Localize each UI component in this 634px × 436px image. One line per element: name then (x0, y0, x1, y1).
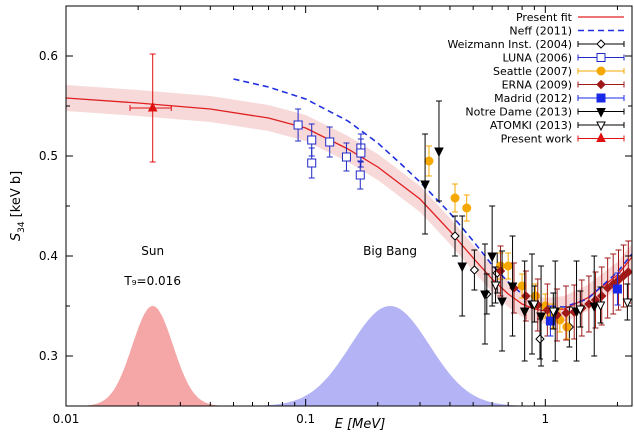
luna-point (356, 148, 366, 158)
gamow-peak-bigbang (231, 306, 549, 406)
seattle-point (424, 156, 434, 166)
notre_dame-point (519, 307, 530, 318)
x-tick-label: 0.1 (296, 412, 315, 426)
erna-point (561, 308, 571, 318)
gamow-peak-sun (71, 306, 235, 406)
weizmann-point (469, 265, 480, 275)
luna-point (341, 152, 351, 162)
erna-point (602, 283, 613, 293)
seattle-point (450, 193, 460, 203)
x-tick-label: 0.01 (53, 412, 80, 426)
y-axis-label-unit: [keV b] (9, 171, 24, 222)
madrid-point (545, 316, 555, 326)
luna-point (307, 135, 317, 145)
erna-point (618, 271, 629, 281)
notre_dame-point (420, 180, 430, 191)
notre_dame-point (507, 282, 518, 293)
annotation-2: Big Bang (363, 244, 417, 258)
y-tick-label: 0.3 (39, 349, 58, 363)
notre_dame-point (487, 252, 497, 263)
notre_dame-point (536, 312, 546, 323)
y-axis-label-sub: 34 (17, 221, 27, 233)
present-fit-line (66, 97, 632, 312)
y-axis-label: S34 [keV b] (9, 171, 27, 241)
luna-point (293, 120, 303, 130)
notre_dame-point (480, 290, 490, 301)
legend-label-madrid: Madrid (2012) (494, 92, 572, 105)
present-point (147, 101, 158, 112)
legend-marker-notre_dame (596, 108, 606, 118)
seattle-point (562, 322, 572, 332)
weizmann-point (450, 231, 460, 241)
legend-marker-erna (596, 79, 606, 90)
y-tick-label: 0.4 (39, 249, 58, 263)
notre_dame-point (497, 297, 507, 308)
erna-point (597, 291, 607, 301)
legend-label-luna: LUNA (2006) (503, 52, 572, 65)
atomki-point (529, 300, 540, 311)
y-axis-label-main: S (9, 233, 24, 241)
seattle-point (530, 291, 540, 301)
legend-label-weizmann: Weizmann Inst. (2004) (447, 38, 572, 51)
legend-label-fit: Present fit (516, 11, 573, 24)
annotation-0: Sun (141, 244, 164, 258)
legend-label-seattle: Seattle (2007) (493, 65, 572, 78)
legend-label-atomki: ATOMKI (2013) (490, 119, 572, 132)
neff-2011-line (233, 78, 632, 308)
notre_dame-point (457, 262, 468, 273)
atomki-point (622, 298, 632, 309)
x-axis-label: E [MeV] (335, 417, 386, 432)
legend-label-neff: Neff (2011) (509, 25, 572, 38)
erna-point (613, 275, 624, 285)
x-tick-label: 1 (541, 412, 549, 426)
seattle-point (462, 203, 472, 213)
erna-point (521, 291, 531, 301)
legend-marker-luna (596, 53, 606, 62)
notre_dame-point (434, 147, 444, 158)
luna-point (307, 158, 317, 168)
atomki-point (548, 307, 559, 318)
atomki-point (595, 301, 606, 312)
annotation-1: T₉=0.016 (123, 274, 181, 288)
y-tick-label: 0.5 (39, 149, 58, 163)
legend-label-notre_dame: Notre Dame (2013) (465, 106, 572, 119)
weizmann-point (535, 334, 545, 344)
atomki-point (490, 281, 501, 292)
legend-label-erna: ERNA (2009) (502, 79, 572, 92)
legend-marker-atomki (596, 121, 606, 132)
atomki-point (575, 305, 586, 316)
legend-marker-weizmann (596, 39, 606, 49)
notre_dame-point (589, 302, 600, 313)
madrid-point (612, 284, 622, 294)
y-tick-label: 0.6 (39, 49, 58, 63)
legend-marker-seattle (596, 66, 606, 76)
legend-label-present: Present work (501, 133, 573, 146)
legend-marker-present (596, 132, 606, 142)
luna-point (325, 137, 335, 147)
erna-point (623, 267, 632, 277)
legend-marker-madrid (596, 93, 606, 103)
luna-point (355, 170, 365, 180)
